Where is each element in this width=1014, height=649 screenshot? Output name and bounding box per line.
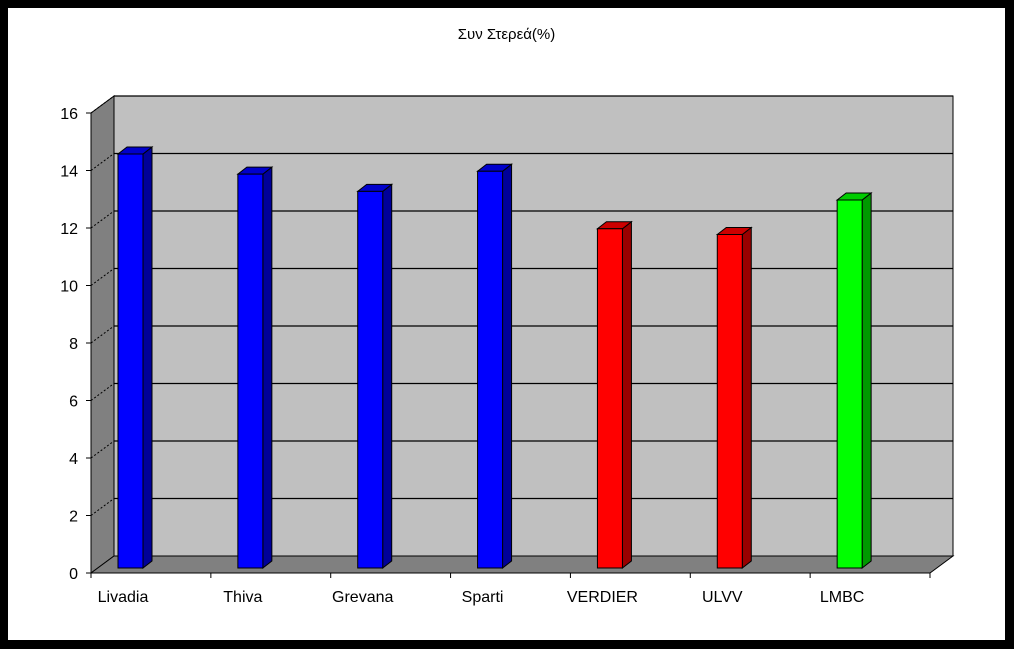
gridline-side (90, 153, 115, 171)
bar-lmbc (835, 191, 873, 570)
gridline-side (90, 440, 115, 459)
x-axis: Livadia Thiva Grevana Sparti VERDIER ULVV LMBC (90, 572, 931, 606)
bar-sparti (476, 163, 514, 570)
y-tick-label: 8 (69, 336, 78, 353)
x-tick-label: ULVV (702, 589, 743, 606)
gridline-side (90, 95, 115, 114)
chart-title: Συν Στερεά(%) (457, 26, 556, 43)
bar-side (382, 183, 393, 570)
x-tick-label: Grevana (332, 589, 393, 606)
bar (237, 173, 264, 569)
x-tick-label: Livadia (98, 589, 149, 606)
y-tick-label: 2 (69, 509, 78, 526)
bar-side (741, 226, 752, 570)
bars (116, 145, 873, 570)
y-axis: 0 2 4 6 8 10 12 14 16 (60, 106, 92, 583)
bar-grevana (356, 183, 394, 570)
x-tick-label: VERDIER (567, 589, 638, 606)
bar-side (262, 166, 273, 570)
gridline-side (90, 498, 115, 516)
bar-thiva (236, 166, 274, 570)
bar-side (502, 163, 513, 570)
bar-verdier (595, 220, 633, 570)
y-tick-label: 10 (60, 279, 78, 296)
x-tick-label: LMBC (820, 589, 864, 606)
gridline-side (90, 210, 115, 229)
x-tick-label: Thiva (223, 589, 262, 606)
bar-side (621, 220, 632, 570)
bar-ulvv (715, 226, 753, 570)
bar (477, 170, 504, 569)
bar (596, 228, 623, 569)
bar (716, 234, 743, 569)
y-tick-label: 4 (69, 451, 78, 468)
gridline-side (90, 268, 115, 286)
y-tick-label: 6 (69, 394, 78, 411)
bar-side (142, 145, 153, 570)
y-tick-label: 0 (69, 566, 78, 583)
bar (357, 190, 384, 569)
gridline-side (90, 383, 115, 401)
chart-walls (89, 95, 955, 574)
y-tick-label: 12 (60, 221, 78, 238)
floor (89, 555, 955, 574)
bar (117, 153, 144, 569)
x-tick-label: Sparti (462, 589, 504, 606)
y-tick-label: 14 (60, 164, 78, 181)
bar-side (861, 191, 872, 570)
y-tick-label: 16 (60, 106, 78, 123)
gridline-side (90, 325, 115, 344)
bar-livadia (116, 145, 154, 570)
bar (836, 199, 863, 569)
